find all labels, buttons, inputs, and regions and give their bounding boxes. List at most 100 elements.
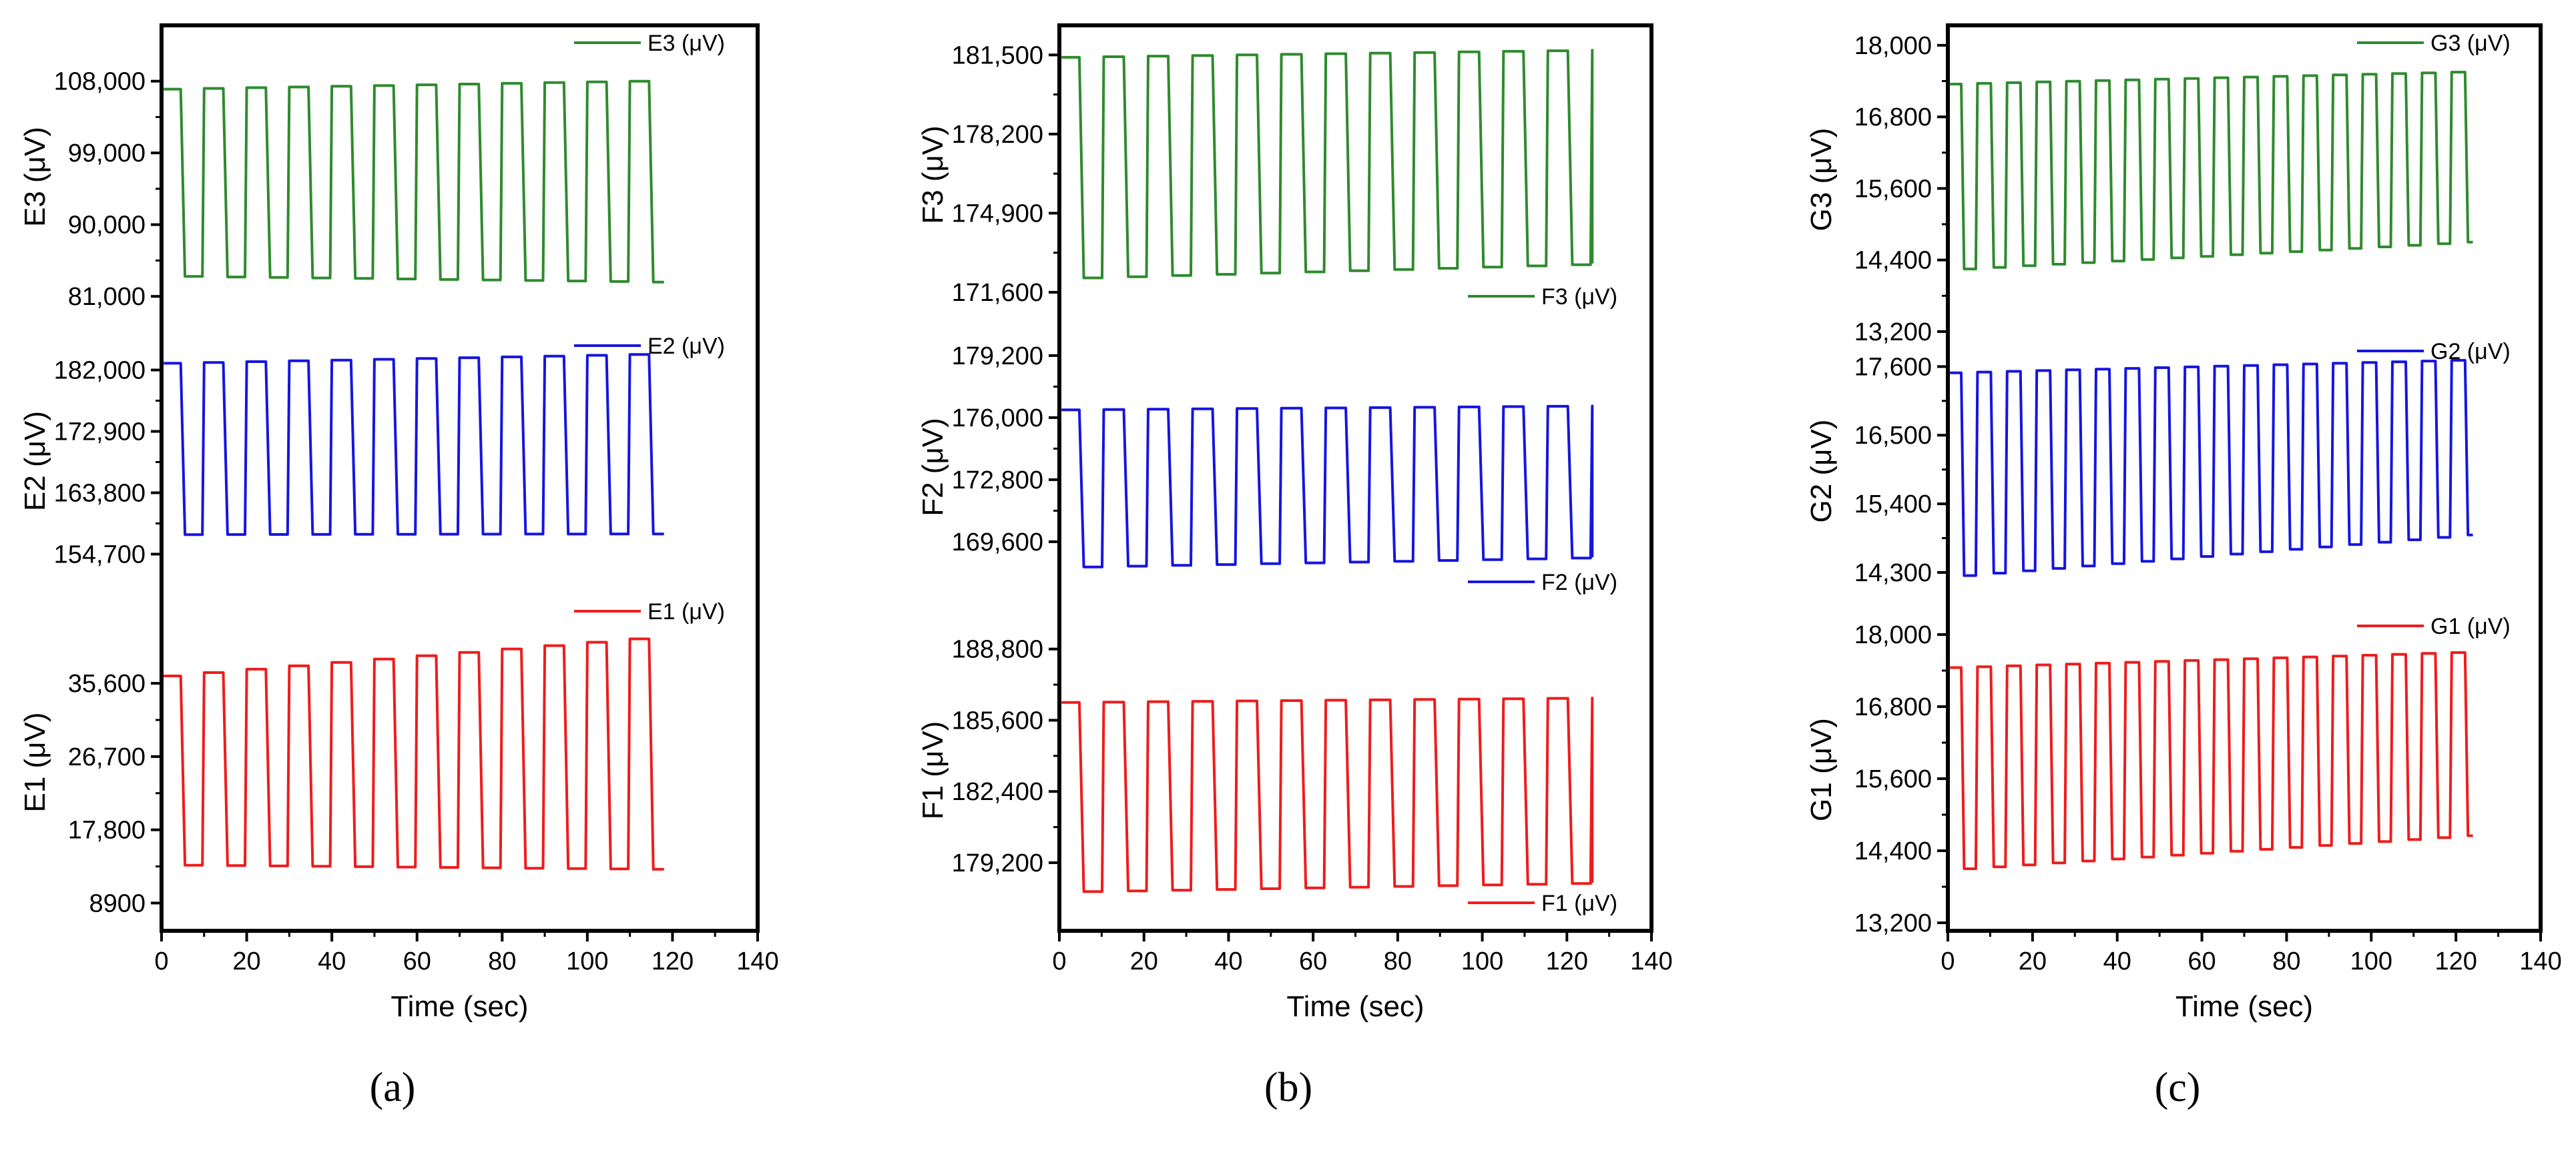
x-axis-label: Time (sec) [2175, 990, 2313, 1023]
series-line-f1 [1061, 697, 1594, 893]
x-tick-label: 0 [1052, 947, 1066, 976]
y-tick-label: 13,200 [1854, 909, 1932, 937]
y-tick-label: 188,800 [952, 636, 1043, 664]
y-tick-label: 14,300 [1854, 559, 1932, 587]
series-line-e3 [164, 79, 664, 284]
x-tick-label: 40 [318, 947, 346, 976]
y-tick-label: 182,400 [952, 778, 1043, 806]
x-tick-label: 80 [1384, 947, 1412, 976]
x-tick-label: 100 [1461, 947, 1503, 976]
x-tick-label: 80 [2272, 947, 2300, 976]
x-tick-label: 20 [2019, 947, 2047, 976]
series-line-g2 [1950, 359, 2473, 577]
series-line-e2 [164, 353, 664, 536]
y-axis-label: E2 (μV) [19, 411, 51, 511]
x-tick-label: 140 [1630, 947, 1672, 976]
subplot-f2: 169,600 172,800 176,000 179,200 F2 (μV) F2 (μ… [917, 342, 1617, 595]
y-tick-label: 8900 [89, 889, 146, 917]
y-tick-label: 185,600 [952, 707, 1043, 735]
x-tick-label: 120 [1546, 947, 1588, 976]
y-tick-label: 172,800 [952, 466, 1043, 494]
x-tick-label: 60 [2187, 947, 2216, 976]
y-tick-label: 154,700 [54, 540, 146, 568]
y-tick-label: 176,000 [952, 404, 1043, 432]
y-axis-label: F1 (μV) [917, 721, 949, 820]
panel-label: (a) [370, 1065, 416, 1110]
y-tick-label: 81,000 [68, 283, 146, 311]
y-axis-label: G3 (μV) [1805, 128, 1838, 232]
y-tick-label: 181,500 [952, 41, 1043, 69]
y-tick-label: 15,600 [1854, 765, 1932, 793]
panel-c: 13,200 14,400 15,600 16,800 18,000 G3 (μV) G3 … [1805, 23, 2562, 1110]
x-tick-label: 40 [2103, 947, 2131, 976]
panel-b: 171,600 174,900 178,200 181,500 F3 (μV) F3 (μ… [917, 23, 1673, 1110]
series-line-e1 [164, 637, 664, 871]
y-axis-label: F3 (μV) [917, 125, 949, 224]
y-tick-label: 18,000 [1854, 32, 1932, 60]
x-tick-label: 80 [488, 947, 516, 976]
y-tick-label: 179,200 [952, 849, 1043, 877]
y-tick-label: 171,600 [952, 279, 1043, 307]
legend-label: F1 (μV) [1541, 891, 1617, 916]
legend-label: E3 (μV) [648, 31, 725, 56]
series-line-g1 [1950, 651, 2473, 870]
y-tick-label: 13,200 [1854, 318, 1932, 346]
y-tick-label: 182,000 [54, 357, 146, 385]
x-tick-label: 20 [1130, 947, 1158, 976]
y-tick-label: 14,400 [1854, 837, 1932, 865]
series-line-f2 [1061, 404, 1594, 568]
series-line-f3 [1061, 49, 1594, 280]
y-tick-label: 90,000 [68, 212, 146, 240]
y-tick-label: 16,800 [1854, 693, 1932, 721]
subplot-e3: 81,000 90,000 99,000 108,000 E3 (μV) E3 (μV) [19, 31, 725, 311]
x-tick-label: 0 [154, 947, 168, 976]
y-tick-label: 169,600 [952, 528, 1043, 556]
y-axis-label: E3 (μV) [19, 127, 51, 227]
subplot-f3: 171,600 174,900 178,200 181,500 F3 (μV) F3 (μ… [917, 41, 1617, 310]
panel-a: 81,000 90,000 99,000 108,000 E3 (μV) E3 (μV) 1… [19, 23, 779, 1110]
legend-label: G2 (μV) [2430, 339, 2511, 364]
y-tick-label: 17,800 [68, 817, 146, 845]
legend-label: E2 (μV) [648, 334, 725, 359]
y-tick-label: 35,600 [68, 670, 146, 698]
legend-label: G3 (μV) [2430, 31, 2511, 56]
x-tick-label: 120 [652, 947, 694, 976]
y-tick-label: 17,600 [1854, 353, 1932, 381]
x-tick-label: 60 [1299, 947, 1327, 976]
x-tick-label: 60 [403, 947, 431, 976]
x-tick-label: 0 [1941, 947, 1955, 976]
subplot-e1: 8900 17,800 26,700 35,600 E1 (μV) E1 (μV) [19, 599, 725, 917]
y-axis-label: G2 (μV) [1805, 420, 1838, 523]
y-tick-label: 174,900 [952, 200, 1043, 228]
y-tick-label: 18,000 [1854, 621, 1932, 649]
subplot-f1: 179,200 182,400 185,600 188,800 F1 (μV) F1 (μ… [917, 636, 1617, 916]
y-tick-label: 16,800 [1854, 103, 1932, 131]
x-axis-label: Time (sec) [1286, 990, 1424, 1023]
series-line-g3 [1950, 71, 2473, 271]
y-tick-label: 178,200 [952, 121, 1043, 149]
y-tick-label: 99,000 [68, 139, 146, 167]
x-tick-label: 100 [2350, 947, 2392, 976]
y-axis-label: F2 (μV) [917, 418, 949, 516]
subplot-g3: 13,200 14,400 15,600 16,800 18,000 G3 (μV) G3 … [1805, 31, 2511, 346]
subplot-g2: 14,300 15,400 16,500 17,600 G2 (μV) G2 (μV) [1805, 339, 2511, 587]
legend-label: F2 (μV) [1541, 570, 1617, 595]
x-tick-label: 120 [2434, 947, 2477, 976]
y-tick-label: 108,000 [54, 68, 146, 96]
panel-label: (c) [2155, 1065, 2201, 1110]
x-tick-label: 140 [736, 947, 778, 976]
y-tick-label: 16,500 [1854, 422, 1932, 450]
y-tick-label: 14,400 [1854, 247, 1932, 275]
y-tick-label: 26,700 [68, 743, 146, 771]
y-axis-label: E1 (μV) [19, 712, 51, 812]
legend-label: G1 (μV) [2430, 614, 2511, 639]
y-tick-label: 179,200 [952, 342, 1043, 370]
x-tick-label: 140 [2519, 947, 2561, 976]
subplot-g1: 13,200 14,400 15,600 16,800 18,000 G1 (μV) G1 … [1805, 614, 2511, 937]
y-tick-label: 163,800 [54, 480, 146, 508]
x-tick-label: 20 [232, 947, 260, 976]
x-tick-label: 100 [566, 947, 608, 976]
x-axis-label: Time (sec) [391, 990, 528, 1023]
